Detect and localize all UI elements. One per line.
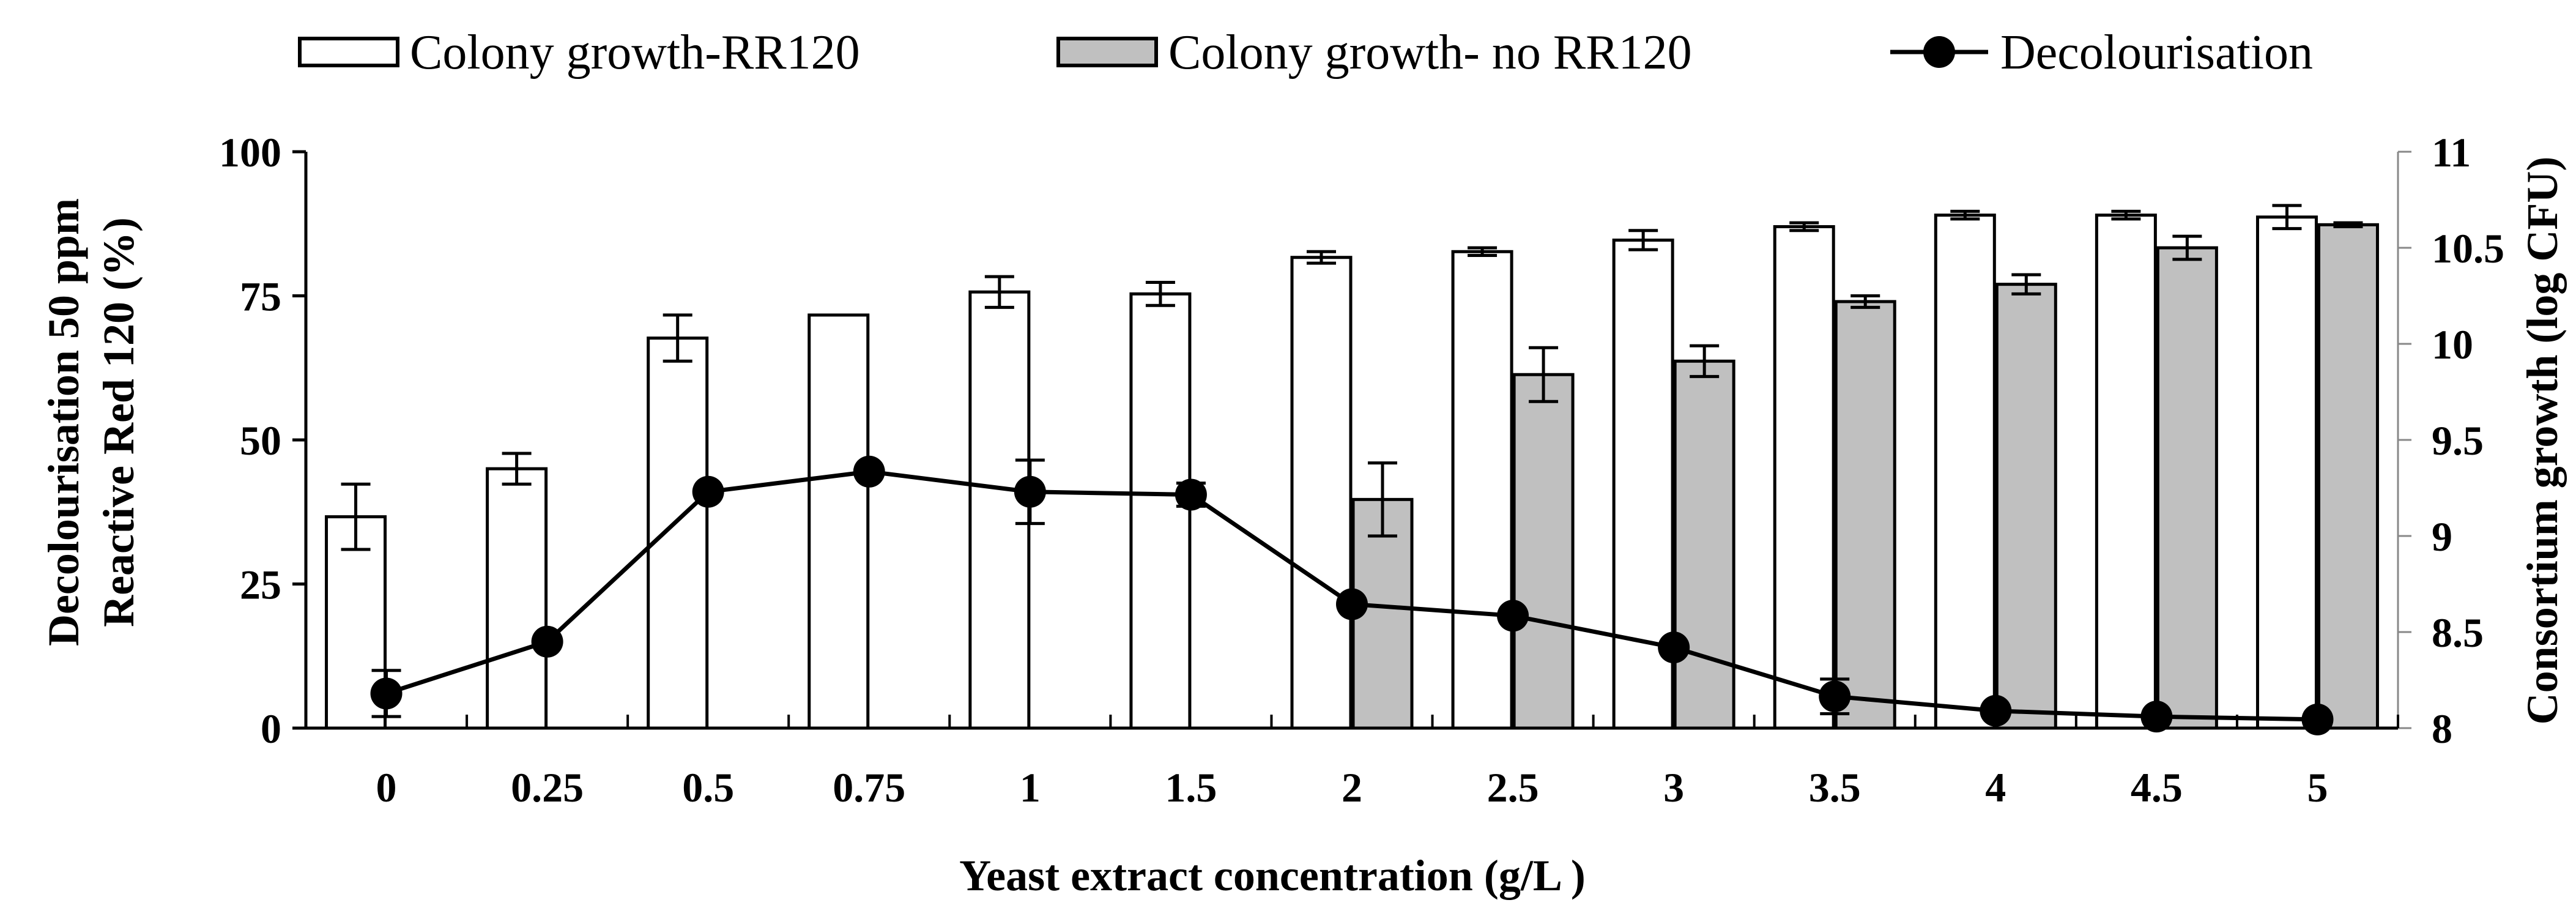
decolourisation-point — [1336, 588, 1368, 620]
left-tick-label: 75 — [240, 273, 281, 320]
x-axis-title: Yeast extract concentration (g/L ) — [959, 851, 1586, 900]
left-tick-label: 100 — [219, 129, 281, 176]
bar-colony-growth-rr120 — [1129, 292, 1192, 730]
decolourisation-point — [1658, 631, 1690, 664]
x-tick-label: 0.75 — [833, 764, 905, 811]
bar-colony-growth-rr120 — [2095, 214, 2157, 730]
bar-colony-growth-rr120 — [2255, 215, 2318, 730]
decolourisation-point — [531, 625, 563, 658]
bar-colony-growth-rr120 — [1290, 256, 1353, 730]
bar-colony-growth-no-rr120 — [1512, 373, 1575, 730]
left-tick-label: 0 — [261, 705, 281, 752]
right-axis-title: Consortium growth (log CFU) — [2518, 157, 2567, 725]
bar-colony-growth-rr120 — [807, 313, 870, 730]
x-tick-label: 1.5 — [1165, 764, 1217, 811]
bars-layer — [325, 204, 2379, 730]
x-tick-label: 3 — [1663, 764, 1684, 811]
decolourisation-point — [853, 455, 885, 488]
legend-label: Decolourisation — [2000, 26, 2313, 80]
legend: Colony growth-RR120 Colony growth- no RR1… — [298, 26, 2313, 80]
x-tick-label: 3.5 — [1809, 764, 1861, 811]
left-tick-label: 25 — [240, 562, 281, 608]
right-tick-label: 8 — [2432, 705, 2452, 752]
decolourisation-point — [2301, 703, 2334, 735]
right-tick-label: 10 — [2432, 321, 2473, 368]
legend-swatch — [1056, 37, 1158, 67]
decolourisation-point — [1497, 600, 1529, 632]
decolourisation-point — [1014, 475, 1046, 508]
bar-colony-growth-no-rr120 — [1673, 359, 1735, 730]
decolourisation-point — [1175, 478, 1207, 511]
x-tick-label: 4 — [1985, 764, 2006, 811]
bar-colony-growth-rr120 — [1773, 225, 1835, 730]
bar-colony-growth-rr120 — [647, 337, 709, 730]
x-tick-label: 5 — [2307, 764, 2328, 811]
decolourisation-point — [370, 677, 403, 710]
bar-colony-growth-no-rr120 — [2317, 223, 2379, 730]
decolourisation-point — [1980, 694, 2012, 727]
right-tick-label: 8.5 — [2432, 609, 2484, 656]
bar-colony-growth-no-rr120 — [1995, 283, 2057, 730]
x-tick-label: 2.5 — [1487, 764, 1539, 811]
decolourisation-point — [692, 475, 724, 508]
bar-colony-growth-no-rr120 — [1834, 300, 1896, 730]
right-tick-label: 10.5 — [2432, 225, 2504, 272]
x-tick-label: 1 — [1020, 764, 1041, 811]
axis-labels: Yeast extract concentration (g/L ) Decol… — [39, 157, 2567, 900]
x-tick-label: 0.5 — [682, 764, 734, 811]
bar-colony-growth-no-rr120 — [2156, 246, 2218, 730]
x-tick-label: 0.25 — [511, 764, 584, 811]
right-tick-label: 9 — [2432, 513, 2452, 560]
left-axis-title-line-1: Decolourisation 50 ppm — [39, 198, 88, 646]
decolourisation-point — [2140, 701, 2173, 733]
x-tick-label: 2 — [1342, 764, 1362, 811]
bar-colony-growth-rr120 — [1934, 214, 1996, 730]
left-tick-label: 50 — [240, 417, 281, 464]
legend-label: Colony growth- no RR120 — [1168, 26, 1692, 80]
legend-label: Colony growth-RR120 — [410, 26, 860, 80]
bar-colony-growth-rr120 — [1451, 250, 1513, 730]
right-tick-label: 11 — [2432, 129, 2471, 176]
bar-colony-growth-rr120 — [486, 467, 548, 730]
legend-marker — [1923, 36, 1955, 68]
right-tick-label: 9.5 — [2432, 417, 2484, 464]
bar-colony-growth-rr120 — [968, 290, 1031, 730]
decolourisation-point — [1819, 680, 1851, 713]
x-tick-label: 4.5 — [2131, 764, 2183, 811]
left-axis-title-line-2: Reactive Red 120 (%) — [94, 217, 143, 627]
legend-swatch — [298, 37, 399, 67]
decolourisation-line-layer — [370, 455, 2334, 735]
x-tick-label: 0 — [376, 764, 397, 811]
